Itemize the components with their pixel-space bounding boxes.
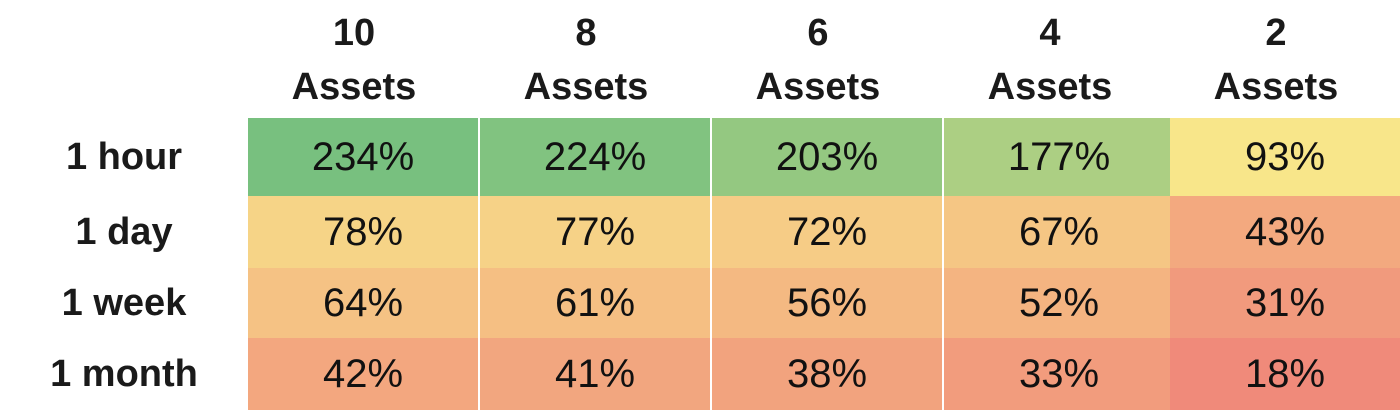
column-header-unit: Assets [987, 66, 1113, 108]
column-header-count: 2 [1265, 12, 1287, 54]
heatmap-cell: 43% [1170, 196, 1400, 268]
heatmap-cell: 93% [1170, 118, 1400, 196]
column-header-count: 6 [807, 12, 829, 54]
column-header-count: 8 [575, 12, 597, 54]
heatmap-cell: 203% [712, 118, 942, 196]
row-header: 1 hour [65, 136, 183, 178]
heatmap-cell: 42% [248, 338, 478, 410]
heatmap-cell: 61% [480, 268, 710, 338]
row-header: 1 week [61, 282, 187, 324]
heatmap-cell: 78% [248, 196, 478, 268]
column-header-unit: Assets [291, 66, 417, 108]
heatmap-cell: 31% [1170, 268, 1400, 338]
column-header: 6 Assets [704, 6, 932, 114]
heatmap-cell: 56% [712, 268, 942, 338]
column-header-unit: Assets [523, 66, 649, 108]
heatmap-cell: 72% [712, 196, 942, 268]
heatmap-cell: 38% [712, 338, 942, 410]
heatmap-cell: 41% [480, 338, 710, 410]
heatmap-cell: 77% [480, 196, 710, 268]
column-header-count: 4 [1039, 12, 1061, 54]
heatmap-cell: 33% [944, 338, 1174, 410]
heatmap-cell: 52% [944, 268, 1174, 338]
heatmap-cell: 224% [480, 118, 710, 196]
column-header-unit: Assets [755, 66, 881, 108]
column-header-count: 10 [332, 12, 376, 54]
heatmap-cell: 18% [1170, 338, 1400, 410]
row-header: 1 day [75, 211, 173, 253]
heatmap-cell: 67% [944, 196, 1174, 268]
column-header: 4 Assets [936, 6, 1164, 114]
heatmap-cell: 234% [248, 118, 478, 196]
heatmap-cell: 177% [944, 118, 1174, 196]
column-header: 2 Assets [1162, 6, 1390, 114]
column-header-unit: Assets [1213, 66, 1339, 108]
column-header: 8 Assets [472, 6, 700, 114]
heatmap-cell: 64% [248, 268, 478, 338]
row-header: 1 month [50, 353, 198, 395]
column-header: 10 Assets [240, 6, 468, 114]
